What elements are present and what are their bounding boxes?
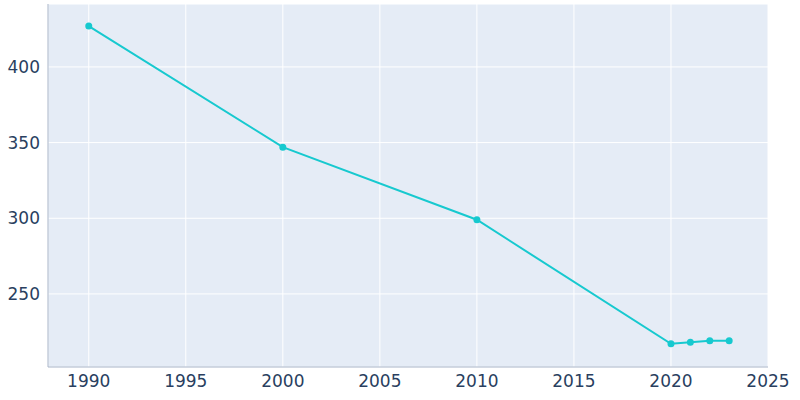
svg-text:1990: 1990: [67, 371, 110, 391]
svg-text:2015: 2015: [552, 371, 595, 391]
svg-text:2025: 2025: [746, 371, 789, 391]
svg-text:2020: 2020: [649, 371, 692, 391]
svg-text:2010: 2010: [455, 371, 498, 391]
svg-text:250: 250: [8, 284, 40, 304]
svg-text:300: 300: [8, 208, 40, 228]
svg-text:1995: 1995: [164, 371, 207, 391]
svg-text:350: 350: [8, 133, 40, 153]
svg-text:400: 400: [8, 57, 40, 77]
svg-text:2000: 2000: [261, 371, 304, 391]
svg-text:2005: 2005: [358, 371, 401, 391]
